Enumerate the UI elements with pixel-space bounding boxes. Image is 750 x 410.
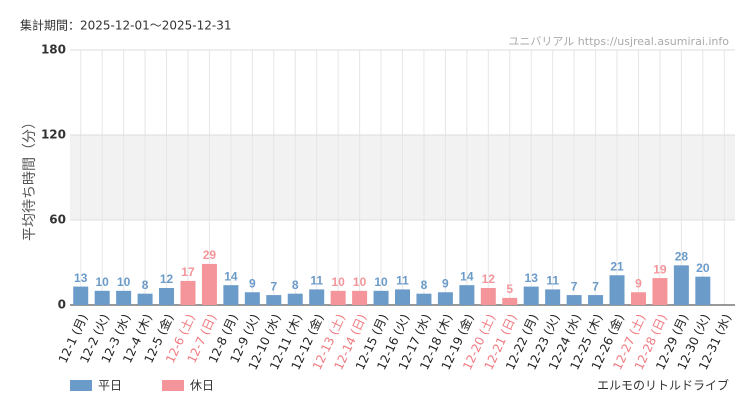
bar [287,293,303,305]
header: 集計期間：2025-12-01～2025-12-31 [20,18,231,33]
value-label: 8 [292,278,299,292]
source: ユニバリアル https://usjreal.asumirai.info [508,35,729,48]
value-label: 28 [675,250,689,264]
value-label: 10 [95,275,109,289]
bar [416,293,432,305]
bar [309,289,325,305]
bar [630,292,646,305]
attraction-name: エルモのリトルドライブ [597,378,729,393]
value-label: 10 [331,275,345,289]
bar [695,276,711,305]
bar [244,292,260,305]
y-tick-label: 60 [49,213,66,227]
bar [502,297,518,305]
legend-swatch [70,380,92,391]
bar [566,295,582,305]
value-label: 10 [374,275,388,289]
value-label: 19 [653,262,667,276]
value-label: 5 [506,282,513,296]
value-label: 29 [203,248,217,262]
bar [545,289,561,305]
bar [94,290,110,305]
y-tick-label: 180 [41,43,66,57]
bar [73,286,89,305]
legend-label: 休日 [190,379,214,393]
value-label: 11 [396,274,409,288]
value-label: 10 [353,275,367,289]
legend-label: 平日 [98,379,122,393]
y-tick-label: 120 [41,128,66,142]
value-label: 20 [696,261,710,275]
value-label: 13 [74,271,88,285]
value-label: 13 [525,271,539,285]
bar [266,295,282,305]
bar [652,278,668,305]
value-label: 14 [224,269,238,283]
legend-swatch [162,380,184,391]
bar [159,288,175,305]
bar [116,290,132,305]
bar [673,265,689,305]
bar [330,290,346,305]
value-label: 9 [635,276,642,290]
value-label: 7 [270,279,277,293]
value-label: 12 [160,272,174,286]
bar [352,290,368,305]
bar [523,286,539,305]
bar [373,290,389,305]
bar [223,285,239,305]
value-label: 14 [460,269,474,283]
value-label: 9 [249,276,256,290]
bar [180,280,196,305]
value-label: 11 [546,274,559,288]
y-axis-label: 平均待ち時間（分） [22,115,38,241]
value-label: 7 [571,279,578,293]
value-label: 8 [421,278,428,292]
value-label: 9 [442,276,449,290]
bar [437,292,453,305]
value-label: 8 [142,278,149,292]
value-label: 11 [310,274,323,288]
value-label: 7 [592,279,599,293]
value-label: 21 [610,259,624,273]
y-tick-label: 0 [58,298,66,312]
bar [395,289,410,305]
bar [588,295,604,305]
bar [201,263,217,305]
bar [480,288,496,305]
value-label: 12 [482,272,496,286]
value-label: 10 [117,275,131,289]
bar [459,285,475,305]
bar [609,275,625,305]
value-label: 17 [181,265,195,279]
bar [137,293,153,305]
